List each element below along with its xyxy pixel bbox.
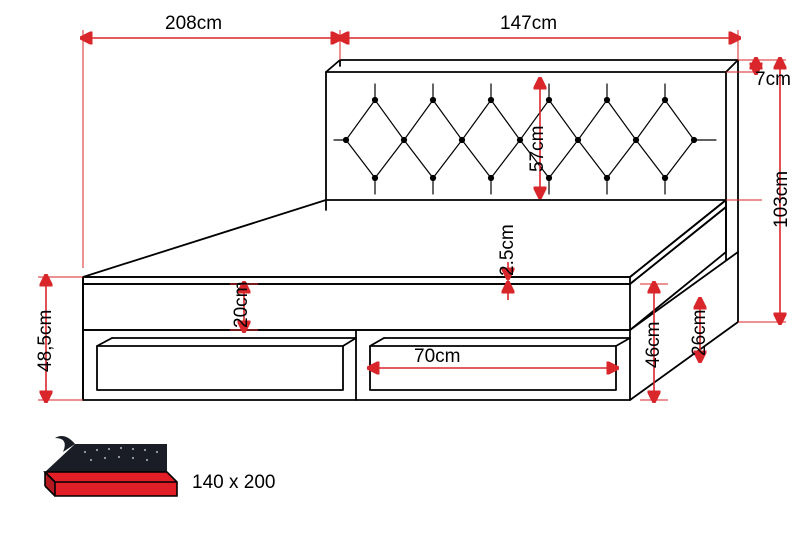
dim-width: 147cm	[500, 14, 557, 33]
dimension-lines	[38, 30, 786, 400]
dim-drawer-width: 70cm	[414, 347, 460, 366]
bed-dimension-diagram: 208cm 147cm 7cm 57cm 103cm 20cm 48,5cm 7…	[0, 0, 800, 533]
dim-left-total: 48,5cm	[36, 310, 55, 372]
dim-mattress-height: 20cm	[232, 282, 251, 328]
dim-base-lower: 26cm	[690, 310, 709, 356]
bed-outline	[83, 60, 738, 400]
dim-total-height: 103cm	[772, 171, 791, 228]
dim-topper-height: 2.5cm	[498, 224, 517, 276]
bed-size-label: 140 x 200	[192, 472, 275, 494]
bed-size-icon	[45, 436, 177, 496]
dim-headboard-thickness: 7cm	[755, 70, 791, 89]
drawing-svg	[0, 0, 800, 533]
dim-base-upper: 46cm	[644, 322, 663, 368]
dim-depth: 208cm	[165, 14, 222, 33]
dim-headboard-height: 57cm	[528, 126, 547, 172]
